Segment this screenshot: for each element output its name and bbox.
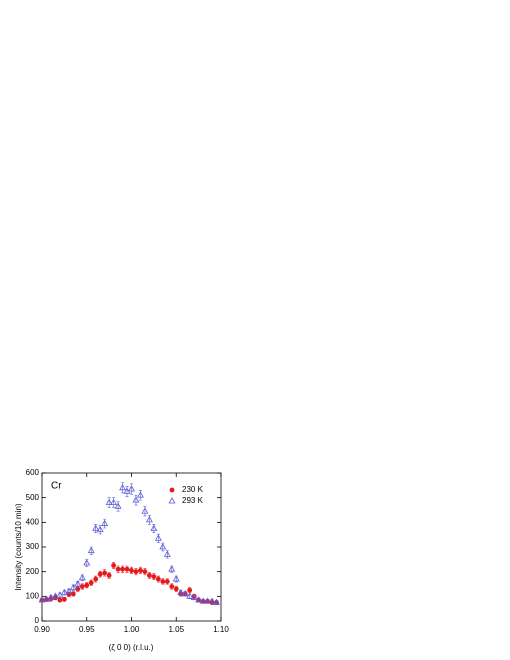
data-point [88, 580, 94, 586]
data-point [69, 583, 77, 591]
legend-marker [169, 487, 175, 493]
legend-marker [168, 497, 176, 504]
y-tick-label: 0 [35, 616, 40, 625]
data-point [74, 580, 82, 587]
data-point [177, 588, 185, 596]
data-point [141, 507, 149, 514]
data-point [151, 574, 157, 579]
x-tick-label: 1.05 [168, 625, 184, 634]
data-point [51, 592, 59, 599]
data-point [119, 483, 127, 491]
y-tick-label: 500 [26, 493, 40, 502]
legend-label: 230 K [182, 485, 204, 494]
data-point [150, 524, 158, 531]
data-point [75, 586, 81, 592]
data-point [87, 546, 95, 554]
y-tick-label: 400 [26, 517, 40, 526]
data-point [96, 525, 104, 533]
data-point [42, 595, 50, 602]
data-point [187, 587, 193, 593]
x-tick-label: 0.90 [34, 625, 50, 634]
data-point [57, 597, 63, 603]
data-point [159, 543, 167, 550]
y-axis-label: Intensity (counts/10 min) [14, 503, 23, 590]
data-point [97, 571, 103, 577]
data-point [92, 524, 100, 531]
data-point [115, 566, 121, 572]
legend-label: 293 K [182, 496, 204, 505]
data-point [70, 591, 76, 597]
data-point [181, 590, 189, 597]
x-tick-label: 1.00 [124, 625, 140, 634]
data-point [160, 579, 166, 584]
data-point [204, 597, 212, 604]
data-point [163, 550, 171, 557]
x-axis-label: (ζ 0 0) (r.l.u.) [109, 643, 154, 652]
data-point [173, 586, 179, 592]
data-point [213, 598, 221, 605]
data-point [155, 576, 161, 582]
data-point [186, 592, 194, 599]
data-point [111, 563, 116, 568]
data-point [106, 572, 112, 578]
data-point [110, 498, 118, 505]
data-point [154, 534, 162, 541]
x-tick-label: 1.10 [213, 625, 229, 634]
data-point [78, 574, 86, 581]
data-point [105, 498, 113, 505]
data-point [168, 565, 176, 572]
data-point [128, 485, 135, 492]
data-point [114, 502, 122, 509]
y-tick-label: 600 [26, 468, 40, 477]
data-point [172, 575, 180, 582]
y-tick-label: 200 [26, 567, 40, 576]
data-point [147, 572, 152, 578]
data-point [101, 519, 109, 526]
data-point [65, 587, 73, 594]
data-point [190, 593, 198, 600]
data-point [129, 568, 134, 573]
data-point [133, 569, 139, 575]
data-point [169, 584, 175, 589]
data-point [124, 566, 130, 572]
data-point [199, 597, 207, 604]
data-point [79, 584, 85, 589]
data-point [164, 579, 170, 584]
data-point [84, 582, 90, 588]
data-point [61, 596, 67, 602]
y-tick-label: 100 [26, 591, 40, 600]
data-point [142, 569, 148, 575]
data-point [60, 588, 68, 596]
data-point [47, 593, 55, 600]
data-point [120, 566, 125, 572]
data-point [38, 596, 46, 603]
data-point [208, 597, 216, 604]
data-point [145, 516, 153, 523]
data-point [136, 491, 144, 498]
data-point [83, 559, 91, 566]
data-point [93, 576, 99, 582]
annotation: Cr [51, 481, 62, 492]
y-tick-label: 300 [26, 542, 40, 551]
data-point [195, 596, 203, 603]
data-point [132, 496, 140, 503]
data-point [102, 570, 108, 576]
x-tick-label: 0.95 [79, 625, 95, 634]
data-point [138, 568, 143, 573]
